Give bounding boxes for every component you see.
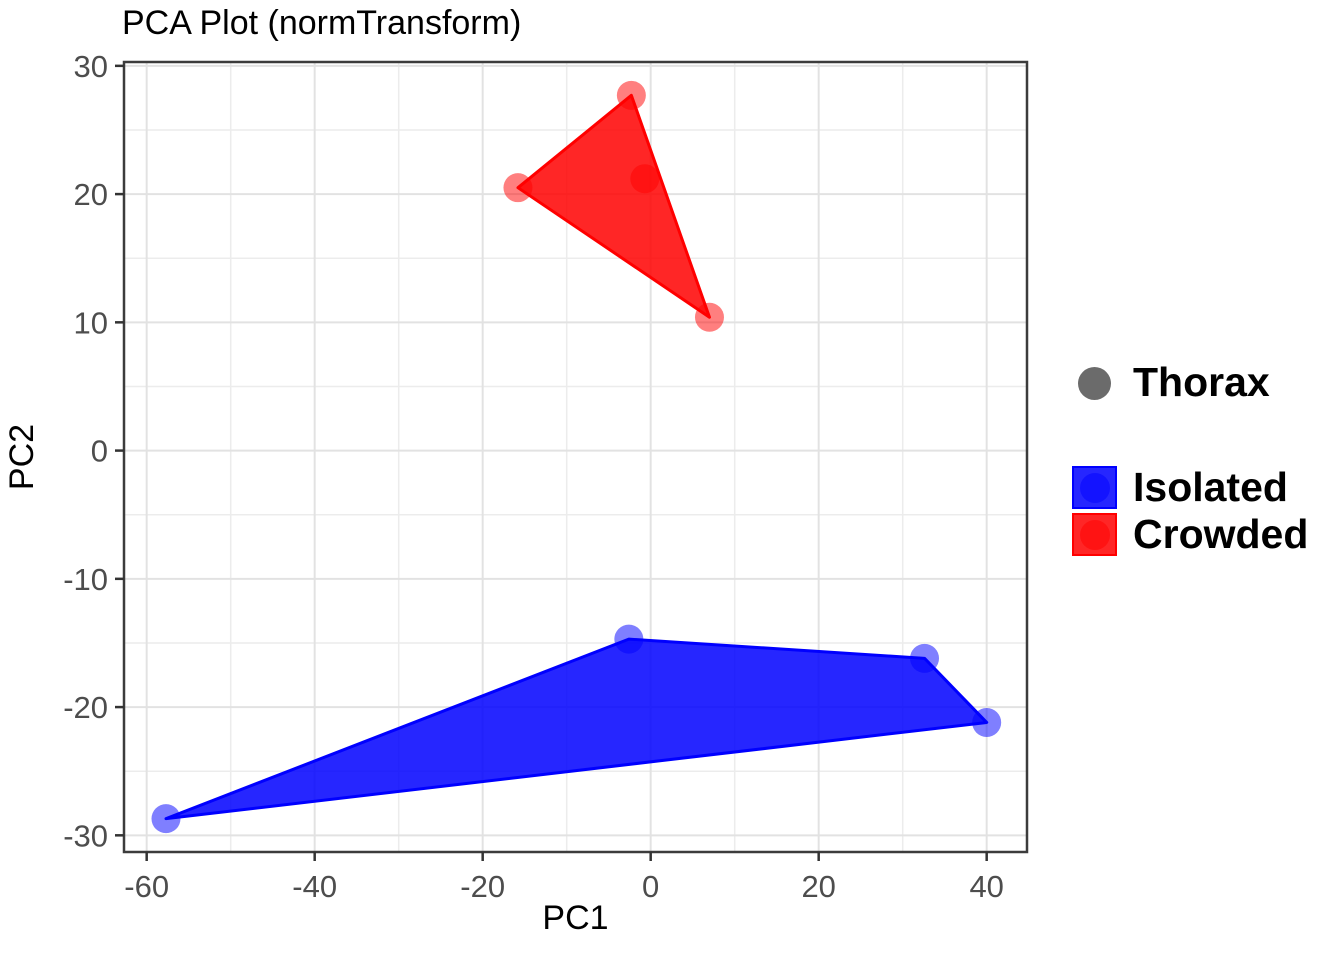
y-tick-labels: -30 -20 -10 0 10 20 30 bbox=[63, 49, 108, 853]
legend-key-slot bbox=[1072, 366, 1117, 400]
x-tick-labels: -60 -40 -20 0 20 40 bbox=[124, 869, 1004, 904]
legend-key-slot bbox=[1072, 513, 1117, 557]
legend-label-crowded: Crowded bbox=[1133, 511, 1309, 558]
polygon-key-icon bbox=[1072, 513, 1117, 557]
y-tick-label: 20 bbox=[74, 177, 108, 212]
point-key-icon bbox=[1078, 366, 1111, 400]
axis-ticks bbox=[115, 64, 988, 861]
x-tick-label: -20 bbox=[460, 869, 505, 904]
data-point-isolated bbox=[151, 804, 181, 834]
y-tick-label: 0 bbox=[91, 434, 108, 469]
legend-key-slot bbox=[1072, 466, 1117, 510]
x-tick-label: -60 bbox=[124, 869, 169, 904]
data-point-isolated bbox=[910, 643, 940, 673]
data-point-crowded bbox=[503, 173, 533, 203]
plot-title: PCA Plot (normTransform) bbox=[122, 4, 522, 42]
data-point-crowded bbox=[616, 80, 646, 110]
legend: Thorax Isolated Crowded bbox=[1072, 352, 1309, 558]
panel-border bbox=[122, 60, 1029, 854]
x-axis-title: PC1 bbox=[542, 899, 609, 937]
series-isolated bbox=[151, 624, 1002, 834]
data-point-isolated bbox=[614, 624, 644, 654]
y-tick-label: 10 bbox=[74, 305, 108, 340]
legend-fill-group: Isolated Crowded bbox=[1072, 464, 1309, 558]
point-in-key-icon bbox=[1079, 472, 1110, 503]
data-point-isolated bbox=[972, 707, 1002, 737]
point-in-key-icon bbox=[1079, 519, 1110, 550]
legend-item-isolated: Isolated bbox=[1072, 464, 1308, 510]
legend-item-thorax: Thorax bbox=[1072, 352, 1308, 414]
x-tick-label: 20 bbox=[801, 869, 835, 904]
hull-crowded bbox=[516, 93, 711, 319]
polygon-key-icon bbox=[1072, 466, 1117, 510]
x-tick-label: -40 bbox=[292, 869, 337, 904]
data-point-crowded bbox=[630, 164, 660, 194]
data-point-crowded bbox=[694, 302, 724, 332]
y-tick-label: -20 bbox=[63, 690, 108, 725]
series-crowded bbox=[503, 80, 724, 332]
x-tick-label: 0 bbox=[642, 869, 659, 904]
legend-item-crowded: Crowded bbox=[1072, 511, 1309, 558]
y-tick-label: -10 bbox=[63, 562, 108, 597]
legend-label-thorax: Thorax bbox=[1133, 359, 1270, 406]
y-axis-title: PC2 bbox=[3, 423, 41, 491]
legend-label-isolated: Isolated bbox=[1133, 464, 1288, 510]
x-tick-label: 40 bbox=[969, 869, 1003, 904]
y-tick-label: -30 bbox=[63, 818, 108, 853]
y-tick-label: 30 bbox=[74, 49, 108, 84]
